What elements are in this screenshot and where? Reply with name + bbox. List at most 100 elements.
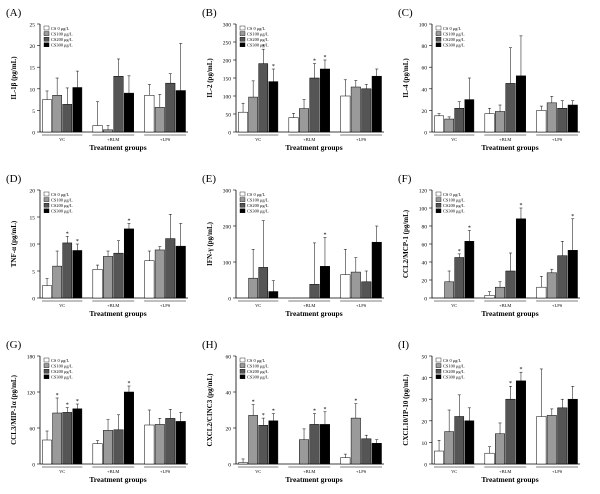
bar-+LPS-0 bbox=[340, 274, 351, 299]
legend-swatch bbox=[435, 369, 442, 374]
legend-swatch bbox=[435, 208, 442, 214]
legend-swatch bbox=[43, 374, 50, 379]
bar-+LPS-3 bbox=[371, 75, 382, 133]
panel-h: (H) 0 20 40 60 CXCL2/CINC3 (pg/mL) Treatment g… bbox=[202, 339, 384, 484]
y-tick-label: 30 bbox=[422, 398, 428, 404]
bar-+BLM-1 bbox=[495, 286, 506, 299]
y-tick-label: 40 bbox=[422, 376, 428, 382]
bar-VC-3 bbox=[464, 241, 475, 299]
panel-label: (D) bbox=[6, 173, 22, 185]
bar-+BLM-2 bbox=[113, 429, 124, 465]
legend-label: CS 0 μg/L bbox=[443, 192, 462, 197]
group-label: VC bbox=[451, 303, 457, 308]
y-tick-label: 20 bbox=[422, 109, 428, 115]
bar-VC-2 bbox=[454, 107, 465, 133]
bar-VC-2 bbox=[62, 104, 73, 133]
significance-star: * bbox=[272, 64, 275, 70]
legend-swatch bbox=[43, 357, 50, 363]
bar-+BLM-1 bbox=[495, 111, 506, 133]
legend-label: CS300 μg/L bbox=[443, 43, 465, 48]
significance-star: * bbox=[262, 44, 265, 50]
group-label: VC bbox=[59, 137, 65, 142]
significance-star: * bbox=[76, 239, 79, 245]
bar-+BLM-3 bbox=[123, 391, 134, 465]
bar-VC-1 bbox=[52, 265, 62, 299]
y-tick-label: 25 bbox=[30, 23, 36, 29]
legend-swatch bbox=[435, 42, 442, 47]
group-label: VC bbox=[255, 137, 261, 142]
significance-star: * bbox=[313, 59, 316, 65]
y-tick-label: 0 bbox=[32, 297, 35, 303]
y-tick-label: 40 bbox=[422, 261, 428, 267]
legend-swatch bbox=[239, 191, 246, 197]
bar-+BLM-3 bbox=[319, 266, 330, 299]
panel-c: (C) 0 20 40 60 80 100 IL-4 (pg/mL) Treatment gro… bbox=[398, 7, 580, 152]
group-label: +BLM bbox=[107, 303, 119, 308]
y-tick-label: 0 bbox=[228, 463, 231, 469]
bar-+LPS-2 bbox=[165, 238, 176, 299]
panel-d: (D) 0 5 10 15 20 TNF-α (pg/mL) Treatment groups… bbox=[6, 173, 188, 318]
bar-+BLM-1 bbox=[495, 433, 506, 465]
bar-+BLM-1 bbox=[299, 108, 310, 133]
bar-+LPS-0 bbox=[340, 95, 351, 133]
y-axis-label: IL-4 (pg/mL) bbox=[402, 58, 410, 98]
bar-+LPS-3 bbox=[175, 245, 186, 299]
bar-+LPS-3 bbox=[175, 90, 186, 133]
y-axis-label: CXCL2/CINC3 (pg/mL) bbox=[206, 373, 214, 447]
bar-VC-3 bbox=[464, 420, 475, 465]
panel-label: (A) bbox=[6, 7, 22, 19]
legend-swatch bbox=[43, 363, 50, 368]
y-axis-label: IL-1β (pg/mL) bbox=[10, 56, 18, 100]
bar-+LPS-0 bbox=[340, 457, 351, 465]
bar-+LPS-1 bbox=[350, 417, 361, 465]
legend-swatch bbox=[43, 25, 50, 31]
legend-label: CS 0 μg/L bbox=[443, 358, 462, 363]
legend-swatch bbox=[435, 197, 442, 202]
group-label: +LPS bbox=[356, 303, 367, 308]
legend-label: CS300 μg/L bbox=[51, 209, 73, 214]
legend-label: CS300 μg/L bbox=[247, 375, 269, 380]
bar-VC-3 bbox=[268, 81, 279, 133]
legend-swatch bbox=[239, 42, 246, 47]
bar-+LPS-2 bbox=[165, 418, 176, 465]
significance-star: * bbox=[519, 203, 522, 209]
legend-swatch bbox=[435, 374, 442, 379]
significance-star: * bbox=[571, 214, 574, 220]
bar-+BLM-3 bbox=[515, 380, 526, 465]
y-tick-label: 0 bbox=[228, 131, 231, 137]
group-label: VC bbox=[255, 303, 261, 308]
group-label: +BLM bbox=[303, 137, 315, 142]
y-tick-label: 10 bbox=[422, 441, 428, 447]
legend-label: CS 0 μg/L bbox=[247, 358, 266, 363]
legend-swatch bbox=[239, 197, 246, 202]
legend-label: CS 0 μg/L bbox=[51, 358, 70, 363]
group-label: +LPS bbox=[160, 303, 171, 308]
bar-+LPS-3 bbox=[567, 104, 578, 133]
bar-+LPS-2 bbox=[361, 88, 372, 133]
group-label: +BLM bbox=[303, 469, 315, 474]
bar-+LPS-0 bbox=[144, 95, 155, 133]
legend-swatch bbox=[435, 31, 442, 36]
panel-b: (B) 0 50 100 150 200 250 300 IL-2 (pg/mL) Treatme… bbox=[202, 7, 384, 152]
legend-label: CS300 μg/L bbox=[247, 43, 269, 48]
legend-label: CS100 μg/L bbox=[443, 363, 465, 368]
panel-label: (H) bbox=[202, 339, 218, 351]
x-axis-label: Treatment groups bbox=[481, 475, 538, 484]
panel-label: (G) bbox=[6, 339, 22, 351]
legend-label: CS100 μg/L bbox=[247, 363, 269, 368]
bar-+LPS-0 bbox=[144, 260, 155, 299]
bar-VC-0 bbox=[42, 439, 52, 465]
panel-label: (B) bbox=[202, 7, 217, 19]
panel-label: (E) bbox=[202, 173, 216, 185]
legend-label: CS300 μg/L bbox=[443, 375, 465, 380]
y-tick-label: 0 bbox=[424, 463, 427, 469]
bar-VC-1 bbox=[52, 412, 62, 465]
y-tick-label: 20 bbox=[30, 44, 36, 50]
y-tick-label: 180 bbox=[27, 355, 36, 361]
bar-+BLM-2 bbox=[505, 398, 516, 465]
bar-VC-2 bbox=[62, 412, 73, 465]
group-label: +BLM bbox=[107, 137, 119, 142]
group-label: VC bbox=[255, 469, 261, 474]
x-axis-label: Treatment groups bbox=[89, 309, 146, 318]
y-axis-label: CCL2/MCP-1 (pg/mL) bbox=[402, 209, 410, 278]
